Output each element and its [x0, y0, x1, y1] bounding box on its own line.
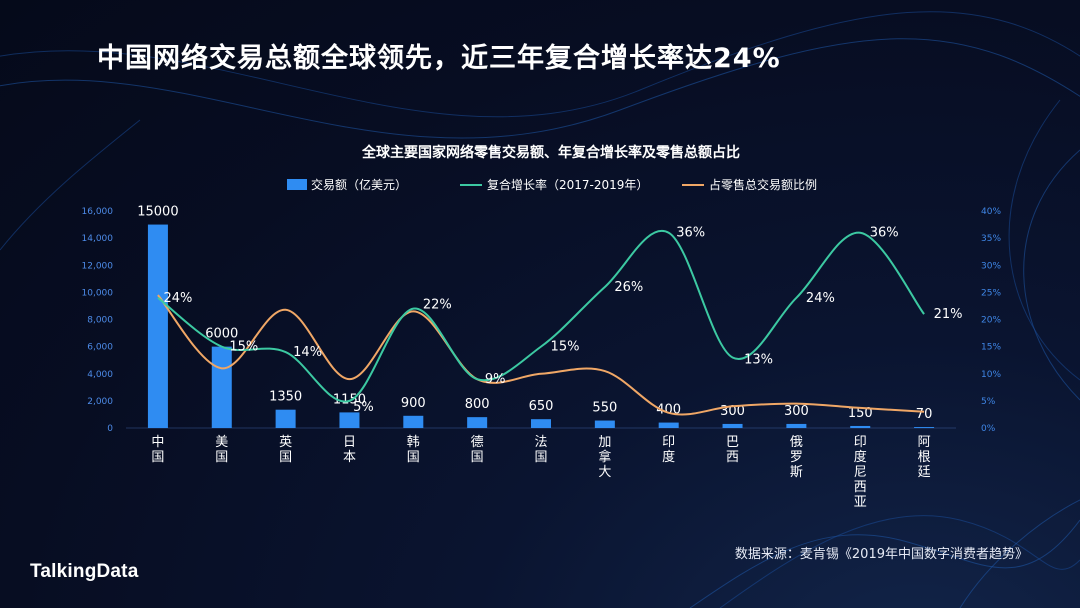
growth-data-label: 36% — [870, 226, 899, 241]
legend-label: 交易额（亿美元） — [311, 177, 407, 192]
bar — [275, 409, 296, 428]
bar — [722, 423, 743, 428]
y-tick-label-right: 40% — [981, 207, 1001, 217]
y-axis-right: 0% 5% 10% 15% 20% 25% 30% 35% 40% — [981, 207, 1001, 434]
growth-data-label: 15% — [551, 340, 580, 355]
legend-swatch-bar — [287, 179, 307, 190]
background-swirls — [0, 11, 1080, 608]
brand-logo: TalkingData — [30, 561, 139, 582]
growth-data-label: 24% — [806, 291, 835, 306]
bar-series — [147, 224, 935, 428]
x-category-label: 中国 — [151, 435, 164, 465]
x-category-label: 韩国 — [407, 435, 420, 465]
growth-data-label: 21% — [934, 307, 963, 322]
share-line-series — [157, 294, 925, 416]
growth-labels: 24% 15% 14% 5% 22% 9% 15% 26% 36% 13% 24% 36% 21% — [163, 226, 962, 415]
bar — [594, 420, 615, 428]
y-tick-label-left: 2,000 — [87, 397, 113, 407]
y-axis-left: 0 2,000 4,000 6,000 8,000 10,000 12,000 14,000 1… — [82, 207, 114, 434]
growth-data-label: 5% — [353, 400, 374, 415]
growth-line-series — [157, 229, 925, 403]
x-category-label: 德国 — [471, 435, 484, 465]
y-tick-label-right: 10% — [981, 370, 1001, 380]
x-category-label: 美国 — [215, 435, 228, 465]
bar — [339, 412, 360, 428]
growth-data-label: 9% — [485, 372, 506, 387]
chart-title: 全球主要国家网络零售交易额、年复合增长率及零售总额占比 — [361, 144, 740, 161]
growth-data-label: 36% — [676, 226, 705, 241]
bar — [786, 423, 807, 428]
y-tick-label-right: 20% — [981, 316, 1001, 326]
y-tick-label-left: 14,000 — [82, 234, 114, 244]
y-tick-label-right: 35% — [981, 234, 1001, 244]
source-note: 数据来源：麦肯锡《2019年中国数字消费者趋势》 — [734, 547, 1028, 562]
x-category-label: 法国 — [534, 435, 547, 465]
growth-data-label: 26% — [614, 280, 643, 295]
bar-data-label: 70 — [916, 407, 933, 422]
x-category-label: 印度尼西亚 — [854, 435, 867, 510]
growth-data-label: 13% — [744, 352, 773, 367]
x-category-label: 巴西 — [726, 435, 739, 465]
bar-data-label: 6000 — [205, 327, 238, 342]
swirl-line — [719, 515, 1080, 608]
bar-data-label: 800 — [465, 397, 490, 412]
growth-data-label: 22% — [423, 298, 452, 313]
bar-data-label: 15000 — [137, 205, 178, 220]
swirl-line — [689, 519, 1080, 608]
share-line — [157, 294, 925, 416]
x-category-label: 阿根廷 — [918, 435, 931, 480]
y-tick-label-left: 12,000 — [82, 261, 114, 271]
legend: 交易额（亿美元） 复合增长率（2017-2019年） 占零售总交易额比例 — [287, 177, 817, 192]
swirl-line — [959, 499, 1080, 608]
y-tick-label-right: 30% — [981, 261, 1001, 271]
bar-data-label: 550 — [592, 401, 617, 416]
x-category-label: 印度 — [662, 435, 675, 465]
growth-data-label: 24% — [163, 291, 192, 306]
y-tick-label-left: 8,000 — [87, 316, 113, 326]
y-tick-label-left: 16,000 — [82, 207, 114, 217]
y-tick-label-right: 25% — [981, 288, 1001, 298]
x-axis-categories: 中国 美国 英国 日本 韩国 德国 法国 加拿大 印度 巴西 俄罗斯 印度尼西亚 阿根廷 — [151, 435, 930, 510]
bar-data-label: 1350 — [269, 390, 302, 405]
bar — [467, 417, 488, 428]
swirl-line — [1008, 99, 1080, 381]
page-title: 中国网络交易总额全球领先，近三年复合增长率达24% — [97, 43, 781, 74]
swirl-line — [0, 11, 1080, 118]
y-tick-label-left: 0 — [107, 424, 113, 434]
bar — [403, 415, 424, 428]
y-tick-label-right: 0% — [981, 424, 996, 434]
x-category-label: 俄罗斯 — [790, 435, 803, 480]
bar-data-label: 150 — [848, 406, 873, 421]
growth-data-label: 14% — [293, 345, 322, 360]
growth-data-label: 15% — [229, 340, 258, 355]
bar — [850, 425, 871, 428]
bar — [658, 422, 679, 428]
y-tick-label-left: 10,000 — [82, 288, 114, 298]
bar-data-label: 650 — [529, 399, 554, 414]
bar-data-label: 300 — [784, 404, 809, 419]
y-tick-label-right: 15% — [981, 343, 1001, 353]
swirl-line — [0, 119, 141, 251]
bar — [914, 427, 935, 428]
x-category-label: 日本 — [343, 435, 356, 465]
swirl-line — [0, 38, 1080, 139]
bar-data-label: 900 — [401, 396, 426, 411]
x-category-label: 英国 — [279, 435, 292, 465]
x-category-label: 加拿大 — [598, 435, 611, 480]
y-tick-label-left: 6,000 — [87, 343, 113, 353]
y-tick-label-left: 4,000 — [87, 370, 113, 380]
bar — [531, 419, 551, 428]
swirl-line — [1023, 149, 1080, 401]
bar — [211, 346, 232, 428]
legend-label: 占零售总交易额比例 — [709, 177, 817, 192]
y-tick-label-right: 5% — [981, 397, 996, 407]
legend-label: 复合增长率（2017-2019年） — [487, 177, 648, 192]
bar — [147, 224, 168, 428]
